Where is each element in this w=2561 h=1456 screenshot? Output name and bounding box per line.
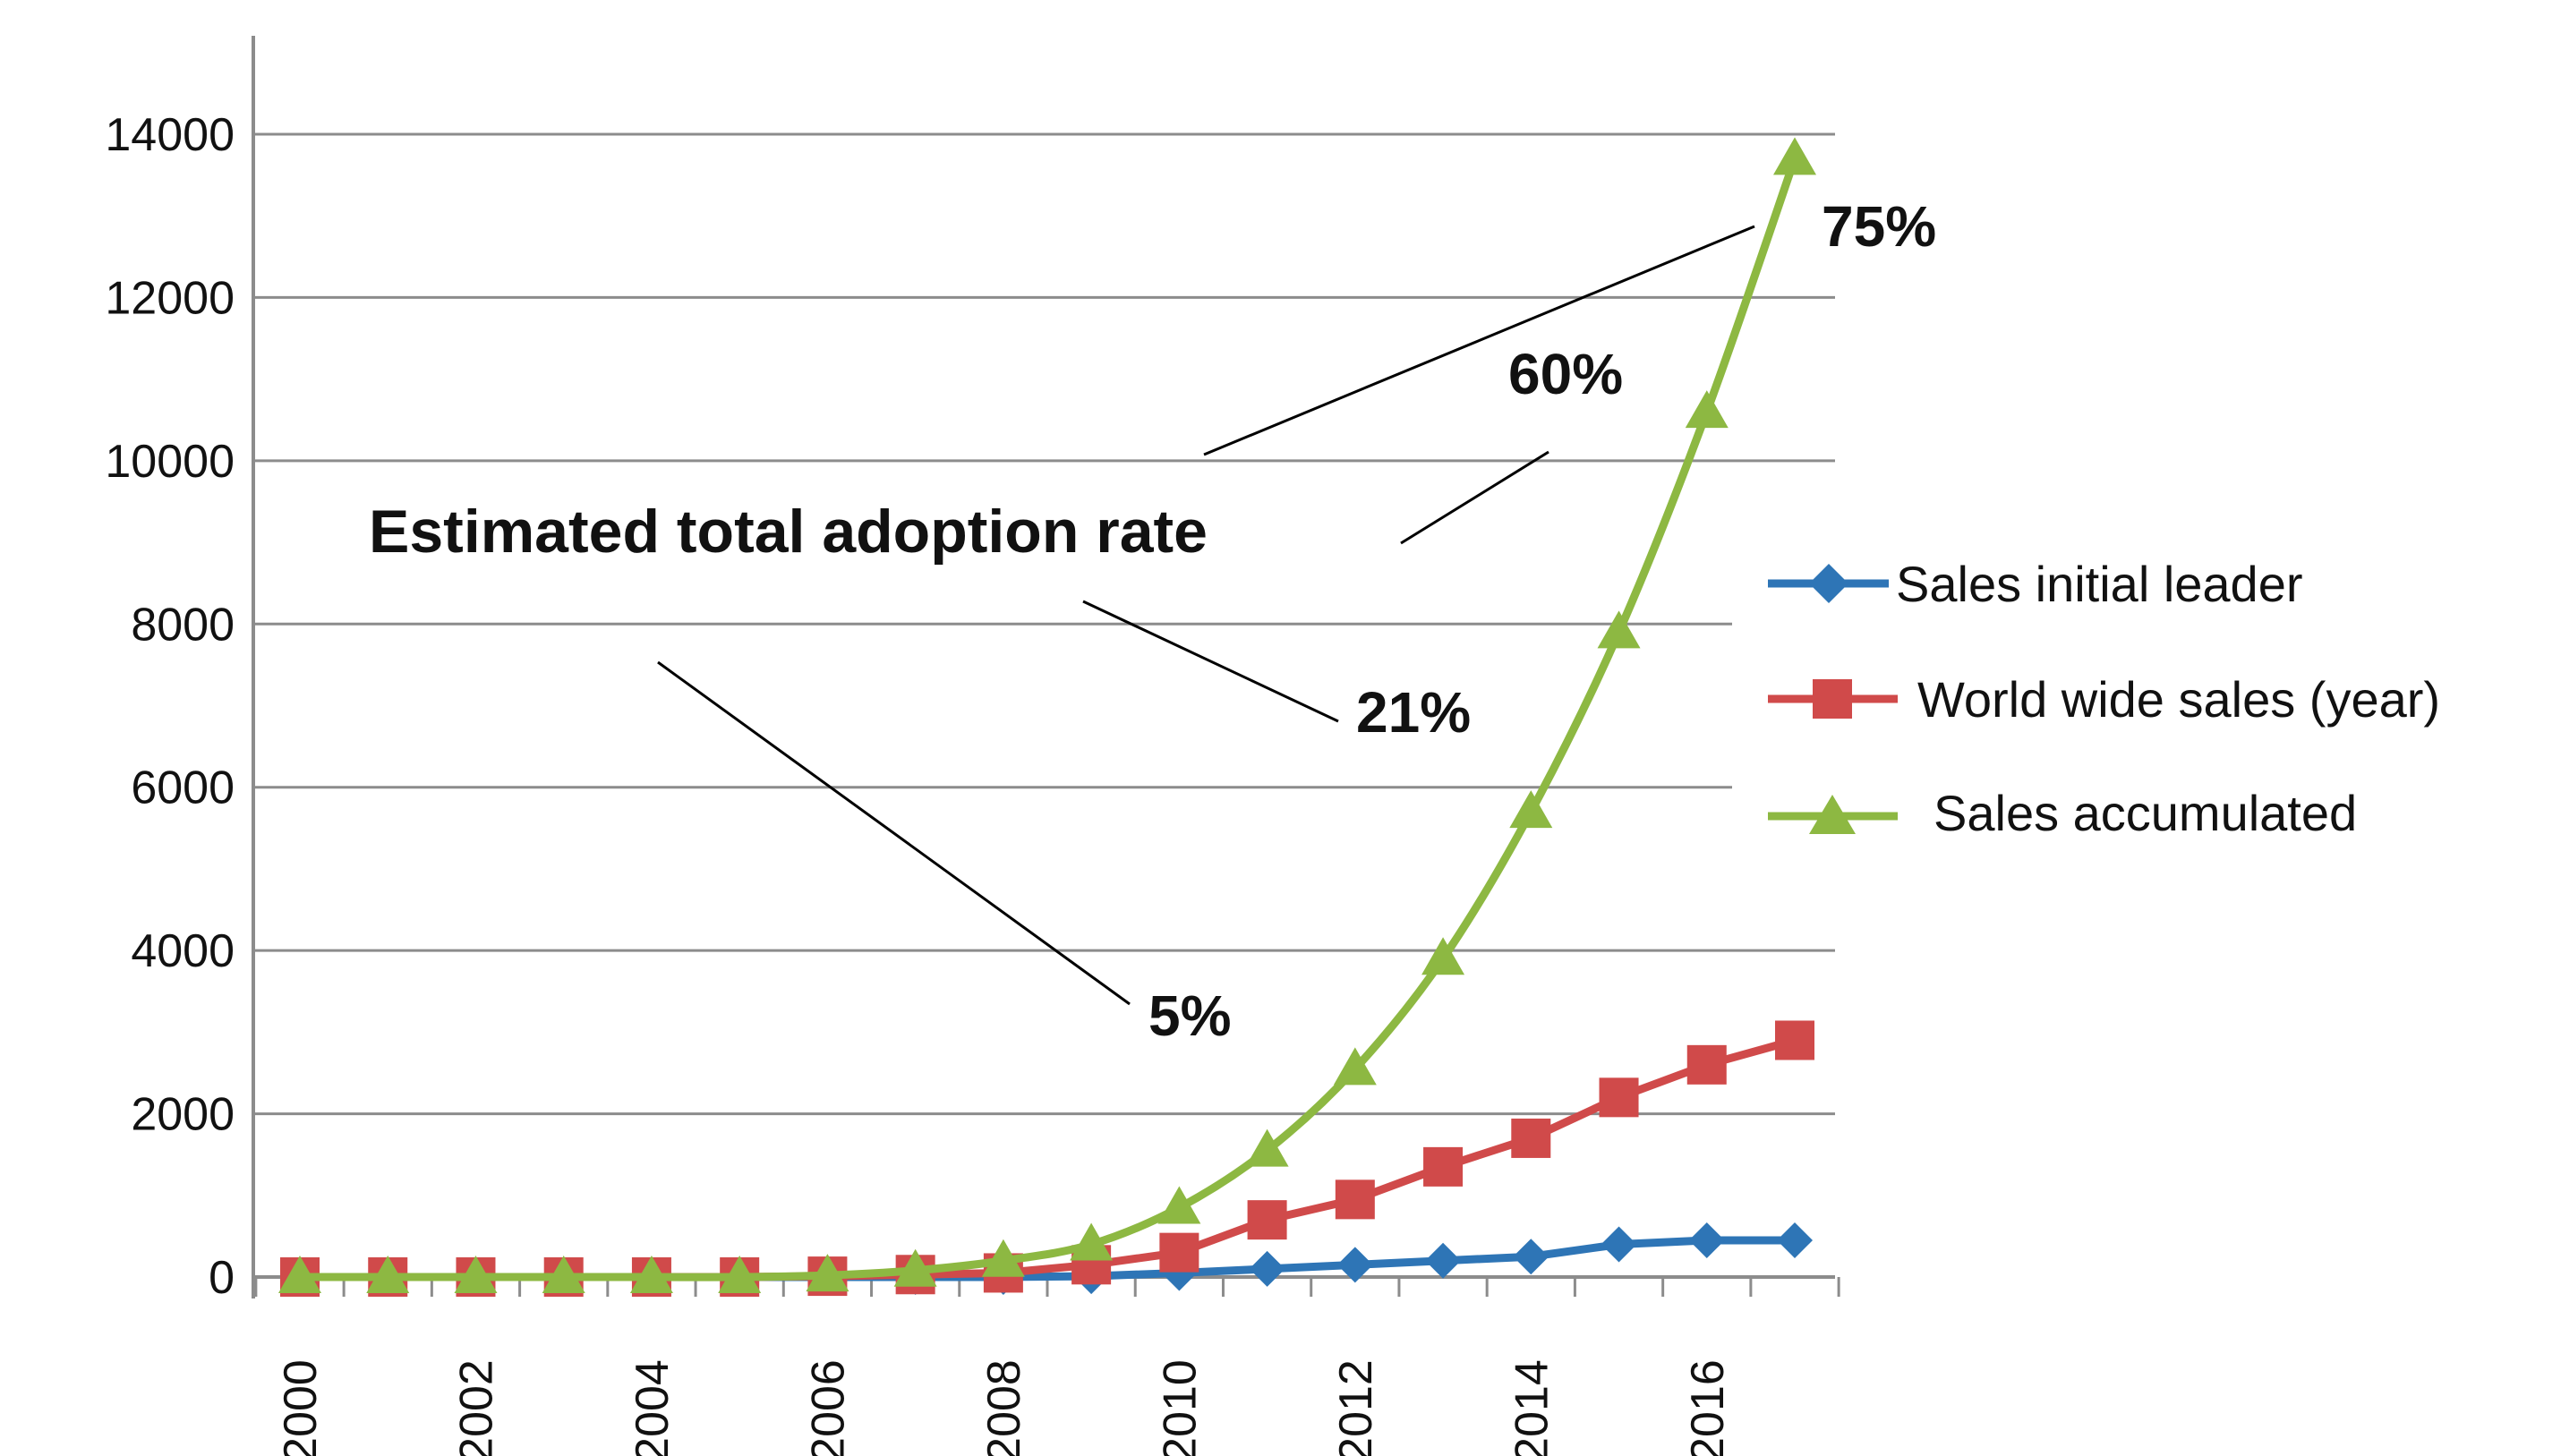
data-point xyxy=(1336,1247,1373,1283)
series-line xyxy=(299,157,1799,1281)
annotation-leader-line-75 xyxy=(1203,225,1755,456)
x-tick-label: 2006 xyxy=(802,1359,854,1456)
data-point xyxy=(1686,1044,1727,1085)
data-point xyxy=(1777,1222,1813,1258)
data-point xyxy=(1597,610,1641,649)
x-tick-label: 2014 xyxy=(1506,1359,1558,1456)
data-point xyxy=(1511,1118,1551,1158)
y-tick-label: 8000 xyxy=(131,599,235,651)
x-tick-label: 2004 xyxy=(627,1359,679,1456)
x-tick-label: 2010 xyxy=(1154,1359,1206,1456)
data-point xyxy=(366,1256,410,1293)
legend-label-sales-accumulated: Sales accumulated xyxy=(1934,785,2357,841)
annotation-title: Estimated total adoption rate xyxy=(369,498,1208,566)
x-tick-label: 2008 xyxy=(978,1359,1030,1456)
legend-label-sales-initial-leader: Sales initial leader xyxy=(1896,556,2302,612)
data-point xyxy=(1070,1222,1114,1261)
series-sales-accumulated xyxy=(278,137,1816,1293)
series-line xyxy=(300,1036,1797,1281)
axes: 0 2000 4000 6000 8000 10000 12000 14000 2000 2002… xyxy=(105,36,1840,1456)
data-point xyxy=(1513,1239,1549,1275)
square-icon xyxy=(1813,679,1852,719)
annotation-leader-line-5 xyxy=(657,660,1131,1006)
data-point xyxy=(278,1256,321,1293)
data-point xyxy=(1509,790,1553,829)
triangle-icon xyxy=(1809,795,1856,834)
legend: Sales initial leader World wide sales (y… xyxy=(1768,556,2440,841)
annotation-5-percent: 5% xyxy=(1148,983,1232,1048)
gridlines xyxy=(253,132,1835,1116)
data-point xyxy=(542,1256,585,1293)
legend-item-world-wide-sales: World wide sales (year) xyxy=(1768,671,2440,728)
data-point xyxy=(893,1248,937,1287)
data-point xyxy=(1157,1186,1201,1224)
data-point xyxy=(1333,1047,1377,1086)
x-tick-label: 2016 xyxy=(1682,1359,1734,1456)
data-point xyxy=(629,1256,673,1293)
data-point xyxy=(1425,1242,1462,1279)
y-tick-label: 14000 xyxy=(105,109,235,161)
data-point xyxy=(1159,1232,1199,1273)
y-tick-label: 12000 xyxy=(105,272,235,324)
x-tick-label: 2002 xyxy=(450,1359,502,1456)
data-point xyxy=(1249,1250,1285,1287)
legend-item-sales-accumulated: Sales accumulated xyxy=(1768,785,2357,841)
data-point xyxy=(1245,1128,1289,1167)
data-point xyxy=(1685,390,1729,429)
data-point xyxy=(1688,1222,1725,1258)
annotation-60-percent: 60% xyxy=(1508,342,1623,406)
annotation-21-percent: 21% xyxy=(1356,680,1471,745)
annotation-leader-line-21 xyxy=(1082,600,1339,723)
data-point xyxy=(1423,1146,1464,1187)
diamond-icon xyxy=(1809,564,1848,603)
annotation-75-percent: 75% xyxy=(1822,194,1936,259)
y-tick-label: 10000 xyxy=(105,436,235,488)
y-tick-label: 4000 xyxy=(131,925,235,977)
legend-label-world-wide-sales: World wide sales (year) xyxy=(1917,671,2440,728)
data-point xyxy=(1335,1179,1375,1220)
data-point xyxy=(454,1256,498,1293)
series xyxy=(278,137,1816,1297)
data-point xyxy=(1773,137,1816,175)
data-point xyxy=(981,1239,1025,1277)
data-point xyxy=(718,1256,762,1293)
data-point xyxy=(1775,1020,1814,1060)
data-point xyxy=(806,1254,849,1292)
data-point xyxy=(1601,1226,1637,1263)
data-point xyxy=(1421,937,1465,975)
y-tick-label: 6000 xyxy=(131,762,235,814)
annotation-leader-line-60 xyxy=(1400,450,1549,545)
annotations: Estimated total adoption rate 5% 21% 60%… xyxy=(369,194,1936,1048)
data-point xyxy=(1247,1200,1287,1240)
x-tick-label: 2012 xyxy=(1330,1359,1382,1456)
x-tick-label: 2000 xyxy=(275,1359,327,1456)
data-point xyxy=(1599,1077,1639,1118)
y-tick-label: 0 xyxy=(209,1252,235,1304)
y-tick-label: 2000 xyxy=(131,1089,235,1141)
legend-item-sales-initial-leader: Sales initial leader xyxy=(1768,556,2302,612)
